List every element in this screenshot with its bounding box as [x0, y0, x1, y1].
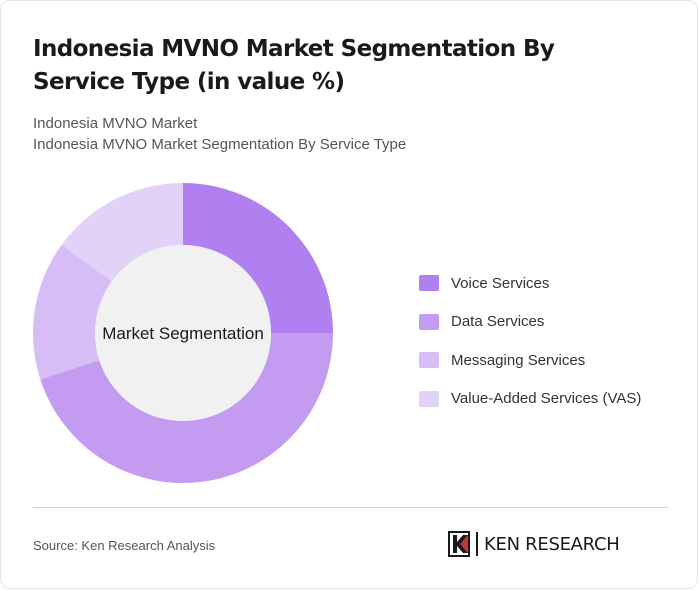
legend-swatch — [419, 352, 439, 369]
logo-separator — [476, 532, 478, 556]
legend-label: Voice Services — [451, 274, 550, 292]
subtitle-segmentation: Indonesia MVNO Market Segmentation By Se… — [33, 136, 407, 153]
legend-item-voice-services: Voice Services — [419, 264, 641, 303]
ken-research-logo: KEN RESEARCH — [447, 529, 620, 559]
legend-label: Value-Added Services (VAS) — [451, 390, 642, 408]
donut-slice-value-added-services-vas — [61, 183, 184, 282]
subtitle-market: Indonesia MVNO Market — [33, 115, 198, 132]
logo-wordmark: KEN RESEARCH — [484, 533, 620, 555]
legend-swatch — [419, 390, 439, 407]
chart-title: Indonesia MVNO Market Segmentation By Se… — [33, 36, 555, 95]
chart-legend: Voice Services Data Services Messaging Ser… — [419, 264, 641, 418]
legend-swatch — [419, 275, 439, 292]
ken-research-k-logo-icon — [448, 531, 470, 557]
legend-label: Data Services — [451, 313, 545, 331]
legend-item-messaging-services: Messaging Services — [419, 341, 641, 380]
donut-slice-messaging-services — [33, 244, 112, 380]
source-note: Source: Ken Research Analysis — [33, 538, 216, 553]
legend-label: Messaging Services — [451, 351, 586, 369]
donut-center — [95, 245, 271, 421]
footer-divider — [33, 507, 669, 508]
donut-chart: Market Segmentation — [33, 183, 333, 483]
donut-center-label: Market Segmentation — [102, 324, 264, 343]
legend-item-data-services: Data Services — [419, 303, 641, 342]
donut-slice-data-services — [40, 333, 333, 483]
donut-slice-voice-services — [183, 183, 333, 333]
legend-swatch — [419, 313, 439, 330]
legend-item-value-added-services-vas: Value-Added Services (VAS) — [419, 380, 641, 419]
